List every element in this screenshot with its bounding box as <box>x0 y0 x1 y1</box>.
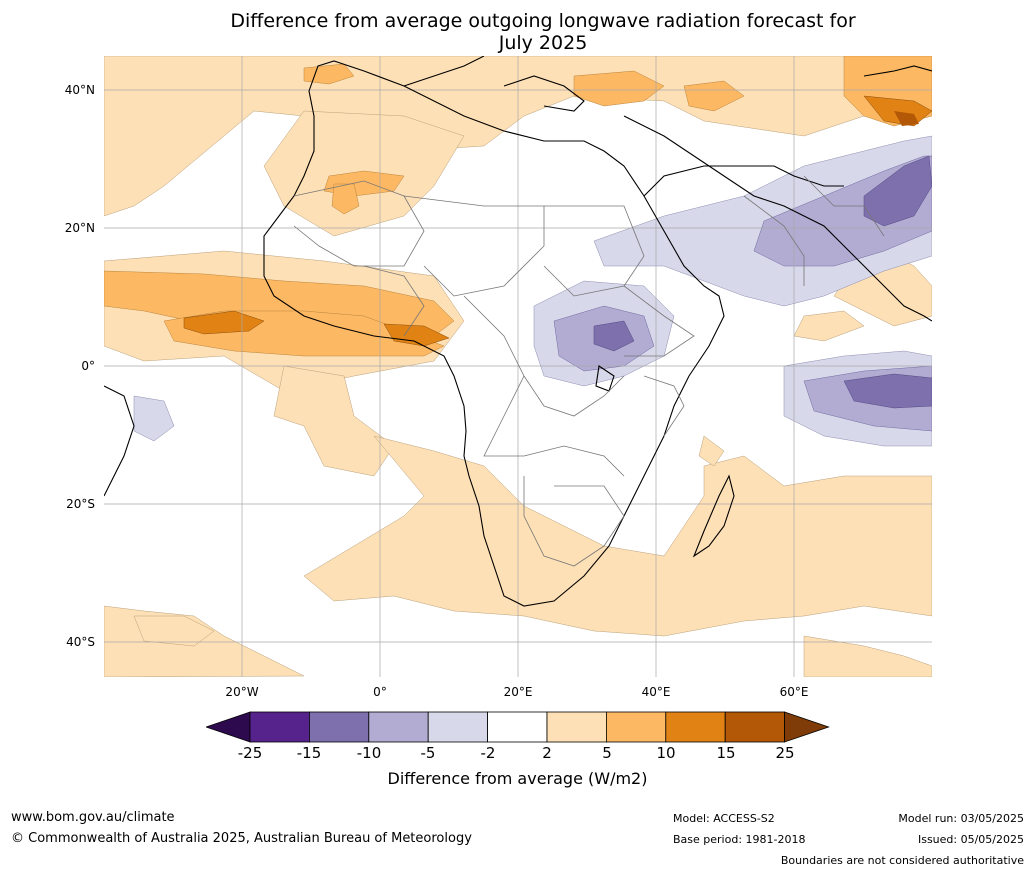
lat-label-equator: 0° <box>81 359 95 373</box>
lat-label-40s: 40°S <box>66 635 95 649</box>
colorbar-tick: -15 <box>296 744 322 762</box>
map-panel[interactable] <box>104 56 932 677</box>
colorbar-bin <box>249 711 310 743</box>
colorbar-bin <box>487 711 548 743</box>
lat-label-20n: 20°N <box>64 221 95 235</box>
model-run-text: Model run: 03/05/2025 <box>898 812 1024 825</box>
anomaly-map <box>104 56 932 677</box>
colorbar-bin <box>605 711 667 743</box>
colorbar-tick: -10 <box>356 744 382 762</box>
lon-label-20e: 20°E <box>503 685 533 699</box>
boundaries-note: Boundaries are not considered authoritat… <box>780 854 1024 867</box>
graticule <box>104 56 932 677</box>
colorbar-extend-high <box>784 711 830 743</box>
model-text: Model: ACCESS-S2 <box>673 812 775 825</box>
colorbar-tick: -25 <box>237 744 263 762</box>
website-link[interactable]: www.bom.gov.au/climate <box>11 810 175 825</box>
colorbar-bin <box>665 711 726 743</box>
colorbar-tick: 15 <box>716 744 736 762</box>
colorbar-bin <box>427 711 488 743</box>
colorbar-bin <box>724 711 786 743</box>
lon-label-20w: 20°W <box>225 685 259 699</box>
colorbar-extend-low <box>204 711 251 743</box>
colorbar-bin <box>309 711 370 743</box>
map-title-line2: July 2025 <box>498 32 588 54</box>
colorbar-tick: 25 <box>775 744 795 762</box>
anomaly-15-25-regions <box>894 111 919 126</box>
anomaly-5-10-regions <box>104 56 932 357</box>
colorbar-tick: -2 <box>480 744 496 762</box>
map-title: Difference from average outgoing longwav… <box>0 10 1035 54</box>
anomaly-minus15-minus10-regions <box>593 155 932 409</box>
lon-label-0: 0° <box>373 685 387 699</box>
colorbar-title: Difference from average (W/m2) <box>387 769 648 788</box>
colorbar-tick: 5 <box>602 744 612 762</box>
lat-label-40n: 40°N <box>64 83 95 97</box>
copyright-text: © Commonwealth of Australia 2025, Austra… <box>11 831 472 846</box>
colorbar-bin <box>368 711 429 743</box>
colorbar-tick: 2 <box>542 744 552 762</box>
lon-label-60e: 60°E <box>779 685 809 699</box>
base-period-text: Base period: 1981-2018 <box>673 833 806 846</box>
map-title-line1: Difference from average outgoing longwav… <box>230 10 856 32</box>
issued-text: Issued: 05/05/2025 <box>917 833 1024 846</box>
colorbar-tick: -5 <box>420 744 436 762</box>
colorbar-bin <box>546 711 607 743</box>
country-borders <box>293 175 885 567</box>
anomaly-10-15-regions <box>183 95 932 347</box>
colorbar-tick: 10 <box>656 744 676 762</box>
colorbar-svg <box>204 711 830 743</box>
colorbar <box>204 711 830 747</box>
lat-label-20s: 20°S <box>66 497 95 511</box>
coastlines <box>104 56 932 607</box>
lon-label-40e: 40°E <box>641 685 671 699</box>
